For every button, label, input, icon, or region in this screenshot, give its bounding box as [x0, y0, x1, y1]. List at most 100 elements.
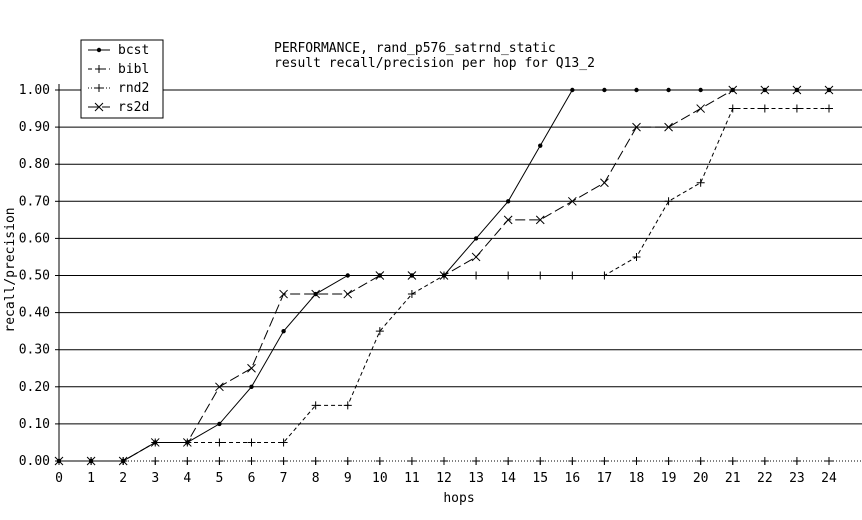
x-tick-label: 0	[55, 471, 63, 486]
data-point-bibl	[568, 271, 577, 280]
y-tick-label: 0.00	[19, 454, 50, 469]
data-point-bibl	[279, 438, 288, 447]
data-point-rnd2	[632, 457, 641, 465]
series-rnd2	[55, 457, 833, 465]
data-point-rnd2	[696, 457, 705, 465]
y-tick-label: 0.30	[19, 343, 50, 358]
data-point-bibl	[536, 271, 545, 280]
data-point-bcst	[505, 199, 511, 204]
data-point-bibl	[311, 401, 320, 410]
legend-label-rs2d: rs2d	[118, 100, 149, 115]
legend-item-bcst: bcst	[88, 43, 149, 58]
x-tick-label: 2	[119, 471, 127, 486]
data-point-bcst	[473, 236, 479, 241]
x-tick-label: 1	[87, 471, 95, 486]
x-tick-label: 23	[789, 471, 805, 486]
chart-subtitle: result recall/precision per hop for Q13_…	[274, 56, 595, 71]
legend-label-bcst: bcst	[118, 43, 149, 58]
data-point-bcst	[217, 421, 222, 427]
data-point-rs2d	[439, 271, 449, 280]
legend: bcst bibl rnd2 rs2d	[80, 39, 164, 119]
y-tick-label: 0.50	[19, 269, 50, 284]
series-layer	[54, 85, 834, 466]
x-tick-label: 5	[216, 471, 224, 486]
data-point-bibl	[664, 197, 673, 206]
data-point-rs2d	[567, 196, 577, 206]
y-tick-label: 0.60	[19, 231, 50, 246]
data-point-bibl	[728, 104, 737, 113]
data-point-bibl	[215, 438, 224, 447]
data-point-rnd2	[440, 457, 448, 465]
data-point-bcst	[249, 384, 254, 389]
data-point-bcst	[345, 273, 350, 278]
gridlines	[59, 89, 862, 462]
data-point-rnd2	[536, 457, 545, 465]
data-point-rs2d	[696, 104, 706, 113]
data-point-rnd2	[568, 457, 577, 465]
x-tick-label: 8	[312, 471, 320, 486]
x-tick-label: 3	[151, 471, 159, 486]
data-point-rnd2	[247, 457, 256, 465]
data-point-rs2d	[94, 102, 104, 112]
data-point-rs2d	[760, 85, 770, 95]
data-point-rnd2	[215, 457, 224, 465]
data-point-rnd2	[792, 457, 801, 465]
data-point-rs2d	[375, 271, 385, 280]
data-point-bcst	[698, 87, 703, 93]
data-point-rnd2	[504, 457, 513, 465]
chart-title: PERFORMANCE, rand_p576_satrnd_static	[274, 41, 556, 56]
data-point-rs2d	[471, 252, 481, 262]
data-point-bibl	[696, 178, 705, 187]
x-tick-label: 12	[436, 471, 452, 486]
data-point-bibl	[600, 271, 609, 280]
y-tick-label: 0.20	[19, 380, 50, 395]
data-point-bcst	[666, 87, 671, 93]
x-tick-label: 9	[344, 471, 352, 486]
x-tick-label: 7	[280, 471, 288, 486]
data-point-rs2d	[215, 382, 224, 392]
x-tick-label: 15	[532, 471, 548, 486]
data-point-bibl	[407, 290, 416, 299]
y-axis-label: recall/precision	[3, 207, 18, 332]
x-tick-label: 19	[661, 471, 677, 486]
y-tick-label: 0.90	[19, 120, 50, 135]
data-point-rnd2	[151, 457, 160, 465]
data-point-bibl	[825, 104, 833, 113]
data-point-bibl	[343, 401, 352, 410]
data-point-bibl	[472, 271, 481, 280]
data-point-rs2d	[407, 271, 417, 280]
data-point-rnd2	[375, 457, 384, 465]
data-point-rs2d	[503, 215, 513, 225]
x-tick-label: 17	[597, 471, 613, 486]
x-tick-label: 18	[629, 471, 645, 486]
series-bibl	[55, 104, 833, 465]
data-point-rs2d	[118, 456, 128, 466]
y-tick-label: 0.80	[19, 157, 50, 172]
y-tick-label: 0.70	[19, 194, 50, 209]
data-point-rnd2	[407, 457, 416, 465]
data-point-bcst	[570, 87, 575, 93]
data-point-rnd2	[311, 457, 320, 465]
data-point-bcst	[538, 143, 543, 148]
data-point-rnd2	[183, 457, 192, 465]
data-point-rs2d	[150, 438, 160, 447]
data-point-rs2d	[247, 363, 256, 373]
data-point-rs2d	[728, 85, 738, 95]
data-point-bcst	[281, 328, 286, 334]
legend-box	[80, 39, 164, 119]
y-tick-label: 0.10	[19, 417, 50, 432]
data-point-rnd2	[343, 457, 352, 465]
data-point-rnd2	[472, 457, 481, 465]
x-tick-label: 22	[757, 471, 773, 486]
data-point-bcst	[634, 87, 639, 93]
data-point-rs2d	[182, 438, 192, 447]
x-tick-label: 6	[248, 471, 256, 486]
data-point-bibl	[792, 104, 801, 113]
data-point-rnd2	[825, 457, 833, 465]
data-point-bibl	[95, 65, 103, 73]
data-point-rs2d	[535, 215, 545, 225]
data-point-rs2d	[343, 289, 353, 299]
data-point-bibl	[375, 327, 384, 336]
data-point-bibl	[760, 104, 769, 113]
x-tick-label: 24	[821, 471, 837, 486]
